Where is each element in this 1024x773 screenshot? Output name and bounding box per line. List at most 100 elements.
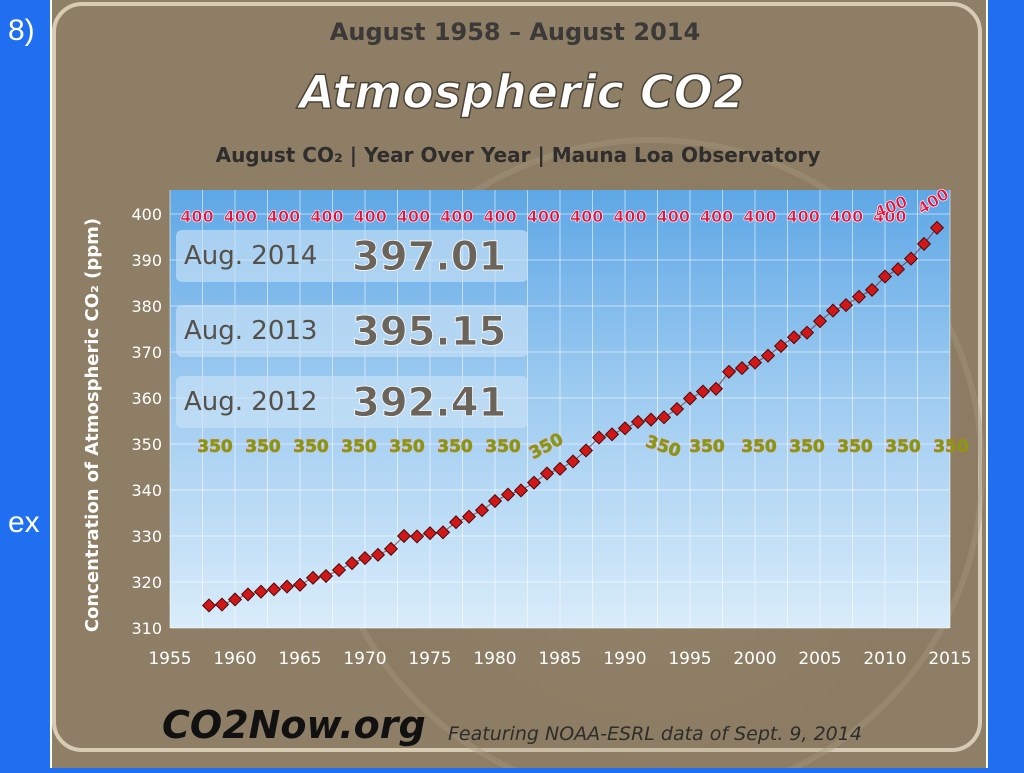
data-point bbox=[396, 528, 412, 544]
data-point bbox=[292, 577, 308, 592]
co2-chart: August 1958 – August 2014 Atmospheric CO… bbox=[52, 2, 985, 773]
data-point bbox=[318, 568, 334, 584]
ref-label-400: 400 bbox=[353, 207, 386, 226]
annotation-box bbox=[176, 230, 528, 282]
data-point bbox=[266, 582, 282, 597]
chart-subtitle: August CO₂ | Year Over Year | Mauna Loa … bbox=[216, 143, 821, 167]
annotation-value: 397.01 bbox=[352, 234, 506, 280]
data-point bbox=[591, 430, 607, 445]
y-axis-label: Concentration of Atmospheric CO₂ (ppm) bbox=[82, 218, 103, 632]
ref-label-400: 400 bbox=[440, 207, 473, 226]
ref-label-400: 400 bbox=[180, 207, 213, 226]
ref-label-400: 400 bbox=[700, 207, 733, 226]
data-point bbox=[227, 592, 243, 607]
ref-label-350: 350 bbox=[789, 437, 825, 457]
ref-label-350: 350 bbox=[437, 437, 473, 457]
data-point bbox=[461, 509, 477, 524]
ref-label-400: 400 bbox=[570, 207, 603, 226]
data-point bbox=[253, 584, 269, 599]
data-point bbox=[383, 541, 399, 556]
ref-label-400: 400 bbox=[483, 207, 516, 226]
data-point bbox=[474, 503, 490, 518]
data-point bbox=[214, 597, 230, 612]
y-tick-label: 340 bbox=[131, 481, 162, 500]
data-point bbox=[929, 220, 945, 235]
ref-label-400: 400 bbox=[873, 207, 906, 226]
data-point bbox=[786, 330, 802, 345]
slide-number: 8) bbox=[8, 14, 35, 47]
data-point bbox=[903, 251, 919, 266]
logo: CO2Now.org bbox=[162, 703, 426, 747]
x-tick-label: 1960 bbox=[213, 649, 256, 669]
annotation-label: Aug. 2013 bbox=[184, 316, 317, 346]
data-point bbox=[825, 303, 841, 318]
data-point bbox=[708, 381, 724, 396]
x-tick-label: 2015 bbox=[928, 649, 971, 669]
source-note: Featuring NOAA-ESRL data of Sept. 9, 201… bbox=[448, 723, 862, 745]
data-point bbox=[643, 412, 659, 427]
data-point bbox=[409, 529, 425, 544]
data-point bbox=[201, 598, 217, 613]
y-tick-label: 330 bbox=[131, 527, 162, 546]
x-tick-label: 1955 bbox=[148, 649, 191, 669]
data-point bbox=[812, 314, 828, 329]
ref-label-350: 350 bbox=[885, 437, 921, 457]
data-point bbox=[838, 298, 854, 313]
x-tick-label: 1985 bbox=[538, 649, 581, 669]
ref-label-350: 350 bbox=[389, 437, 425, 457]
ref-label-350: 350 bbox=[341, 437, 377, 457]
ref-label-400: 400 bbox=[613, 207, 646, 226]
data-point bbox=[682, 391, 698, 406]
data-point bbox=[656, 410, 672, 425]
data-point bbox=[773, 338, 789, 354]
ref-label-400: 400 bbox=[267, 207, 300, 226]
slide-text-fragment: ex bbox=[8, 506, 40, 539]
data-point bbox=[357, 551, 373, 566]
data-point bbox=[435, 525, 451, 540]
data-point bbox=[487, 493, 503, 509]
chart-panel: August 1958 – August 2014 Atmospheric CO… bbox=[52, 0, 986, 773]
x-tick-label: 1965 bbox=[278, 649, 321, 669]
ref-label-350: 350 bbox=[933, 437, 969, 457]
annotation-value: 392.41 bbox=[352, 380, 506, 426]
chart-header: August 1958 – August 2014 bbox=[330, 18, 700, 46]
ref-label-400: 400 bbox=[830, 207, 863, 226]
data-point bbox=[578, 443, 594, 458]
y-tick-label: 310 bbox=[131, 619, 162, 638]
y-tick-label: 360 bbox=[131, 389, 162, 408]
data-point bbox=[526, 475, 542, 490]
data-point bbox=[890, 262, 906, 277]
data-point bbox=[305, 570, 321, 585]
x-tick-label: 1980 bbox=[473, 649, 516, 669]
data-point bbox=[604, 427, 620, 442]
data-point bbox=[877, 269, 893, 284]
data-point bbox=[760, 348, 776, 363]
x-tick-label: 2005 bbox=[798, 649, 841, 669]
annotation-label: Aug. 2012 bbox=[184, 387, 317, 417]
data-point bbox=[721, 364, 737, 379]
y-tick-label: 370 bbox=[131, 343, 162, 362]
data-point bbox=[851, 289, 867, 304]
ref-label-400: 400 bbox=[657, 207, 690, 226]
annotation-box bbox=[176, 305, 528, 357]
y-tick-label: 350 bbox=[131, 435, 162, 454]
data-point bbox=[630, 414, 646, 429]
x-tick-label: 2010 bbox=[863, 649, 906, 669]
ref-label-400: 400 bbox=[310, 207, 343, 226]
data-point bbox=[240, 587, 256, 602]
data-point bbox=[695, 384, 711, 399]
data-point bbox=[279, 579, 295, 594]
data-point bbox=[331, 562, 347, 578]
ref-label-400: 400 bbox=[527, 207, 560, 226]
annotation-value: 395.15 bbox=[352, 309, 506, 355]
x-tick-label: 1970 bbox=[343, 649, 386, 669]
ref-label-350: 350 bbox=[643, 432, 683, 462]
data-point bbox=[448, 515, 464, 530]
ref-label-400: 400 bbox=[743, 207, 776, 226]
data-point bbox=[513, 483, 529, 498]
x-tick-label: 2000 bbox=[733, 649, 776, 669]
data-point bbox=[916, 236, 932, 251]
chart-title: Atmospheric CO2 bbox=[296, 65, 744, 119]
data-point bbox=[422, 526, 438, 541]
data-point bbox=[669, 401, 685, 417]
